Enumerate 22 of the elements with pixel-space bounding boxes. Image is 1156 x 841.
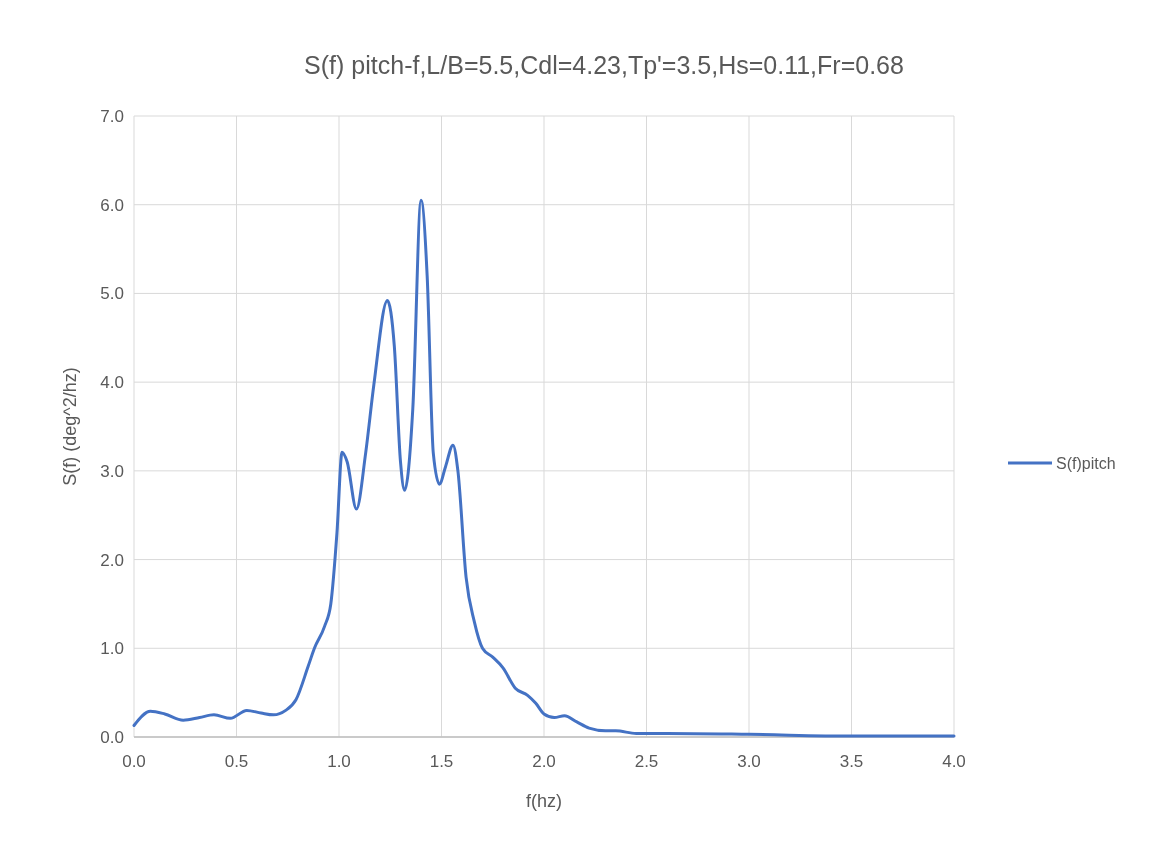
y-tick-label: 0.0 xyxy=(100,728,124,747)
x-tick-label: 1.5 xyxy=(429,752,454,771)
y-tick-label: 2.0 xyxy=(100,550,124,570)
x-tick-label: 3.0 xyxy=(737,752,761,771)
x-tick-label: 1.0 xyxy=(327,752,351,771)
x-tick-label: 2.0 xyxy=(532,752,556,771)
legend-label: S(f)pitch xyxy=(1056,455,1116,472)
y-tick-label: 6.0 xyxy=(100,195,124,215)
y-tick-label: 1.0 xyxy=(100,639,124,659)
x-tick-label: 0.5 xyxy=(224,752,249,771)
y-tick-label: 7.0 xyxy=(100,107,124,126)
y-tick-label: 3.0 xyxy=(100,461,124,481)
line-series xyxy=(132,198,956,738)
x-axis-title: f(hz) xyxy=(526,791,562,811)
x-tick-label: 3.5 xyxy=(839,752,864,771)
y-tick-label: 4.0 xyxy=(100,373,124,393)
chart-title: S(f) pitch-f,L/B=5.5,Cdl=4.23,Tp'=3.5,Hs=0.11,Fr=0.68 xyxy=(304,51,904,79)
x-tick-label: 4.0 xyxy=(942,752,966,771)
y-tick-label: 5.0 xyxy=(100,284,124,304)
y-axis-title: S(f) (deg^2/hz) xyxy=(60,367,80,486)
x-tick-label: 0.0 xyxy=(122,752,146,771)
x-tick-label: 2.5 xyxy=(634,752,659,771)
